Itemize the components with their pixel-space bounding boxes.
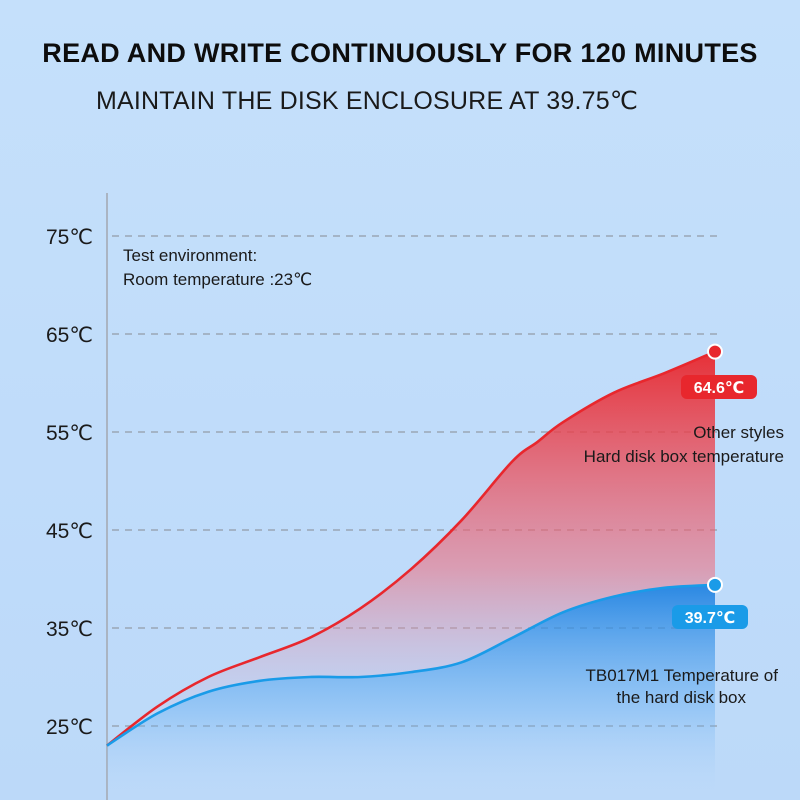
y-tick-label: 25℃ bbox=[46, 716, 93, 739]
blue-end-value-label: 39.7℃ bbox=[685, 610, 736, 627]
red-series-line bbox=[106, 350, 716, 747]
series-end-markers bbox=[707, 343, 723, 593]
y-tick-label: 75℃ bbox=[46, 226, 93, 249]
red-end-value-label: 64.6℃ bbox=[694, 380, 745, 397]
test-environment-line2: Room temperature :23℃ bbox=[123, 270, 312, 289]
red-series-legend-line1: Other styles bbox=[693, 423, 784, 442]
chart-title: READ AND WRITE CONTINUOUSLY FOR 120 MINU… bbox=[42, 38, 758, 68]
red-series-end-point bbox=[707, 343, 723, 360]
series-lines bbox=[106, 350, 716, 747]
series-areas bbox=[107, 351, 715, 800]
y-tick-label: 65℃ bbox=[46, 324, 93, 347]
y-tick-label: 55℃ bbox=[46, 422, 93, 445]
blue-end-badge bbox=[672, 605, 748, 629]
y-tick-labels: 75℃ 65℃ 55℃ 45℃ 35℃ 25℃ bbox=[46, 226, 93, 739]
blue-series-end-point bbox=[707, 576, 723, 593]
y-tick-label: 35℃ bbox=[46, 618, 93, 641]
blue-series-area bbox=[107, 584, 715, 800]
test-environment-line1: Test environment: bbox=[123, 246, 257, 265]
blue-series-line bbox=[106, 583, 716, 747]
red-end-badge bbox=[681, 375, 757, 399]
y-tick-label: 45℃ bbox=[46, 520, 93, 543]
chart-subtitle: MAINTAIN THE DISK ENCLOSURE AT 39.75℃ bbox=[96, 87, 639, 115]
blue-series-legend-line2: the hard disk box bbox=[617, 688, 747, 707]
blue-series-legend-line1: TB017M1 Temperature of bbox=[586, 666, 779, 685]
red-series-area bbox=[107, 351, 715, 746]
red-series-legend-line2: Hard disk box temperature bbox=[584, 447, 784, 466]
